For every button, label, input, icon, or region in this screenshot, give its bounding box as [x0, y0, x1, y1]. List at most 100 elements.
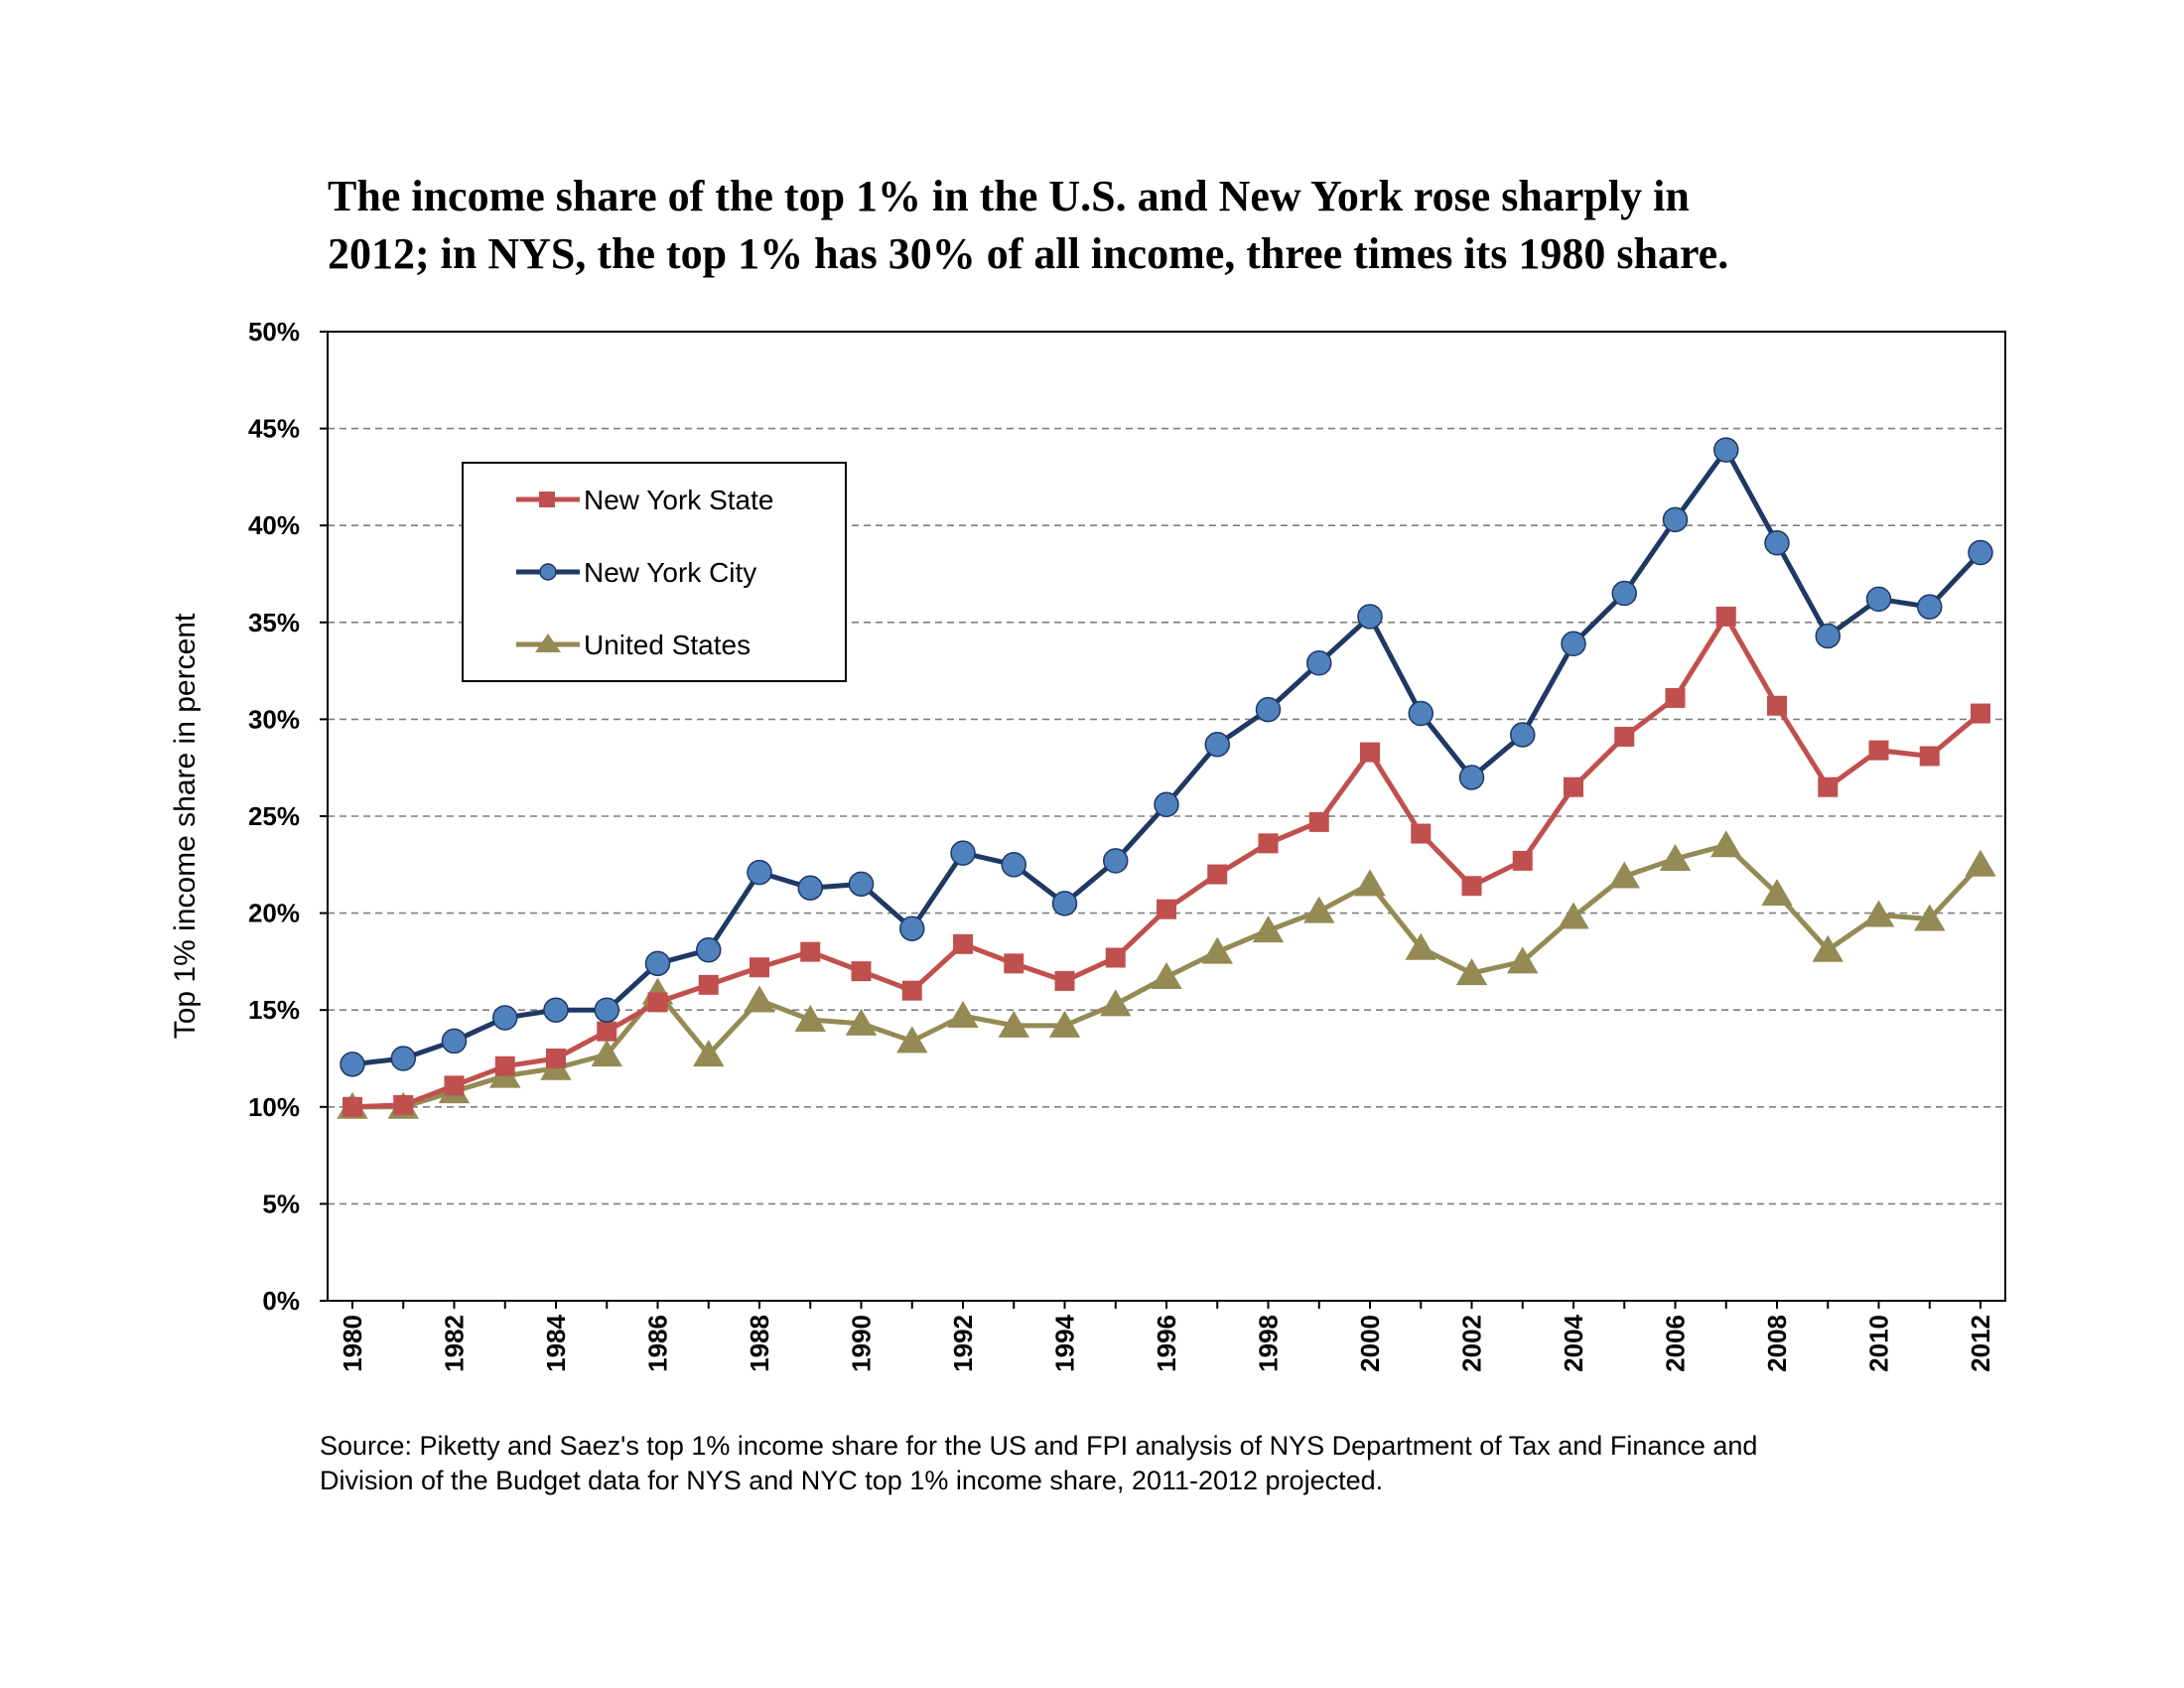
data-point-new-york-city [899, 915, 925, 941]
data-point-new-york-city [1561, 631, 1586, 657]
y-tick-label: 35% [248, 608, 300, 637]
chart-title-line-2: 2012; in NYS, the top 1% has 30% of all … [328, 229, 1728, 278]
data-point-new-york-state [393, 1094, 414, 1115]
x-tick-label: 1998 [1254, 1315, 1284, 1372]
data-point-new-york-city [1865, 586, 1892, 613]
x-tick-label: 1980 [338, 1315, 367, 1372]
data-point-new-york-city [1662, 506, 1689, 533]
series-new-york-city [340, 437, 1993, 1077]
data-point-new-york-city [848, 871, 875, 898]
data-point-new-york-city [950, 840, 976, 866]
source-line-1: Source: Piketty and Saez's top 1% income… [320, 1431, 1757, 1461]
data-point-new-york-city [696, 936, 722, 963]
data-point-new-york-state [1157, 899, 1176, 919]
data-point-new-york-state [1665, 687, 1686, 708]
data-point-new-york-city [441, 1028, 468, 1055]
data-point-new-york-state [750, 957, 769, 978]
x-tick-label: 2002 [1457, 1315, 1487, 1372]
data-point-new-york-city [594, 997, 619, 1023]
y-tick-label: 15% [248, 995, 300, 1025]
legend-label: United States [584, 630, 751, 660]
y-tick-label: 0% [262, 1286, 300, 1316]
x-tick-label: 2010 [1864, 1315, 1894, 1372]
y-axis-label: Top 1% income share in percent [169, 613, 202, 1039]
data-point-new-york-city [1357, 604, 1383, 630]
legend-item-new-york-state: New York State [516, 485, 773, 515]
y-tick-label: 30% [248, 704, 300, 734]
data-point-united-states [1048, 1010, 1081, 1038]
data-point-united-states [1761, 879, 1793, 907]
legend-label: New York City [584, 557, 756, 588]
data-point-united-states [1965, 849, 1996, 877]
data-point-new-york-state [901, 980, 922, 1001]
x-tick-label: 1986 [643, 1315, 673, 1372]
data-point-united-states [1659, 843, 1692, 871]
data-point-new-york-state [1564, 776, 1583, 797]
x-tick-label: 2006 [1661, 1315, 1691, 1372]
data-point-new-york-state [647, 992, 668, 1013]
x-tick-label: 2004 [1559, 1314, 1588, 1371]
y-axis-ticks: 0% 5% 10% 15% 20% 25% 30% 35% 40% 45% 50% [248, 317, 328, 1316]
data-point-new-york-city [390, 1046, 416, 1071]
data-point-new-york-state [1971, 703, 1990, 724]
y-tick-label: 20% [248, 899, 300, 928]
series-line-new-york-state [351, 614, 1982, 1110]
x-tick-label: 1984 [541, 1314, 571, 1371]
data-point-new-york-state [1512, 850, 1533, 871]
data-point-united-states [896, 1026, 928, 1054]
data-point-new-york-state [800, 941, 821, 962]
source-line-2: Division of the Budget data for NYS and … [320, 1466, 1383, 1495]
x-tick-label: 2000 [1355, 1315, 1385, 1372]
data-point-united-states [1507, 946, 1539, 974]
data-point-new-york-state [1258, 833, 1279, 854]
data-point-new-york-city [1713, 437, 1739, 463]
y-tick-label: 40% [248, 510, 300, 540]
data-point-new-york-state [1919, 746, 1940, 767]
x-tick-label: 1982 [440, 1315, 470, 1372]
data-point-united-states [1252, 915, 1285, 943]
data-point-new-york-state [546, 1049, 566, 1068]
data-point-new-york-city [797, 875, 823, 901]
data-point-united-states [1151, 962, 1182, 990]
data-point-united-states [1455, 958, 1488, 986]
legend-item-new-york-city: New York City [516, 557, 756, 588]
data-point-new-york-city [1154, 791, 1179, 818]
x-tick-label: 2012 [1966, 1315, 1995, 1372]
data-point-new-york-state [1818, 776, 1839, 797]
x-tick-label: 1992 [948, 1315, 978, 1372]
data-point-new-york-city [492, 1005, 518, 1031]
data-point-new-york-state [597, 1021, 617, 1042]
legend-label: New York State [584, 485, 773, 515]
data-point-new-york-city [644, 950, 671, 977]
data-point-new-york-state [1207, 864, 1228, 885]
legend-item-united-states: United States [516, 630, 751, 660]
data-point-united-states [693, 1040, 725, 1067]
data-point-new-york-state [1715, 606, 1736, 627]
data-point-new-york-city [1510, 722, 1536, 748]
data-point-new-york-city [1764, 530, 1790, 556]
data-point-new-york-city [1001, 852, 1026, 878]
data-point-united-states [1405, 932, 1436, 960]
data-point-united-states [1862, 900, 1895, 927]
x-tick-label: 1994 [1050, 1314, 1080, 1371]
data-point-united-states [1710, 830, 1742, 858]
data-point-new-york-city [1408, 700, 1433, 727]
series-united-states [337, 830, 1996, 1119]
data-point-new-york-state [1461, 876, 1482, 897]
data-point-new-york-state [851, 961, 872, 982]
data-point-united-states [1914, 904, 1946, 931]
data-point-new-york-city [1611, 580, 1637, 607]
data-point-new-york-state [1411, 823, 1432, 844]
data-point-united-states [744, 985, 775, 1013]
data-point-united-states [998, 1010, 1029, 1038]
y-tick-label: 45% [248, 414, 300, 444]
legend-marker [539, 563, 557, 581]
y-tick-label: 5% [262, 1189, 300, 1218]
data-point-united-states [1608, 861, 1640, 889]
data-point-new-york-city [1255, 696, 1282, 723]
chart-title-line-1: The income share of the top 1% in the U.… [328, 172, 1690, 220]
data-point-united-states [947, 1001, 979, 1029]
x-tick-label: 1996 [1152, 1315, 1181, 1372]
legend-marker [539, 492, 555, 507]
